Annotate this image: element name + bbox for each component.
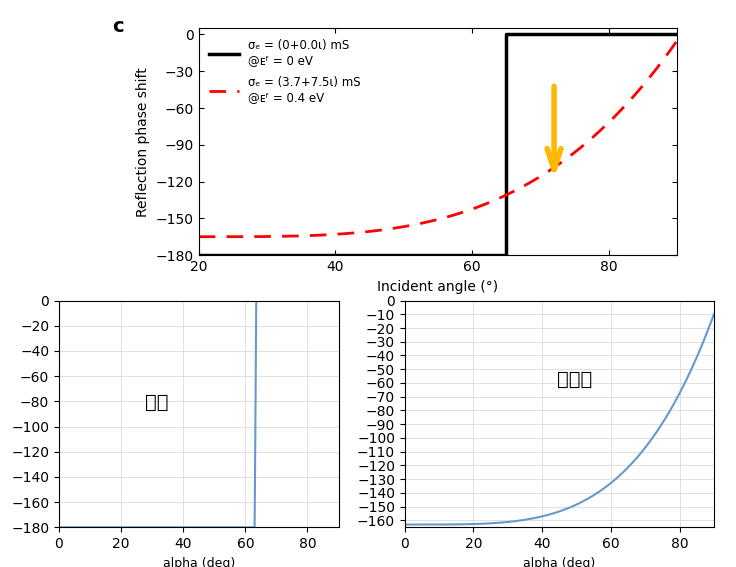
Y-axis label: Reflection phase shift: Reflection phase shift bbox=[136, 67, 150, 217]
Text: c: c bbox=[113, 17, 124, 36]
X-axis label: alpha (deg): alpha (deg) bbox=[163, 557, 235, 567]
Legend: σₑ = (0+0.0ι) mS
@ᴇᶠ = 0 eV, σₑ = (3.7+7.5ι) mS
@ᴇᶠ = 0.4 eV: σₑ = (0+0.0ι) mS @ᴇᶠ = 0 eV, σₑ = (3.7+7… bbox=[205, 34, 366, 109]
Text: 黑线: 黑线 bbox=[145, 393, 169, 412]
Text: 红虚线: 红虚线 bbox=[557, 370, 592, 390]
X-axis label: Incident angle (°): Incident angle (°) bbox=[378, 280, 498, 294]
X-axis label: alpha (deg): alpha (deg) bbox=[523, 557, 595, 567]
